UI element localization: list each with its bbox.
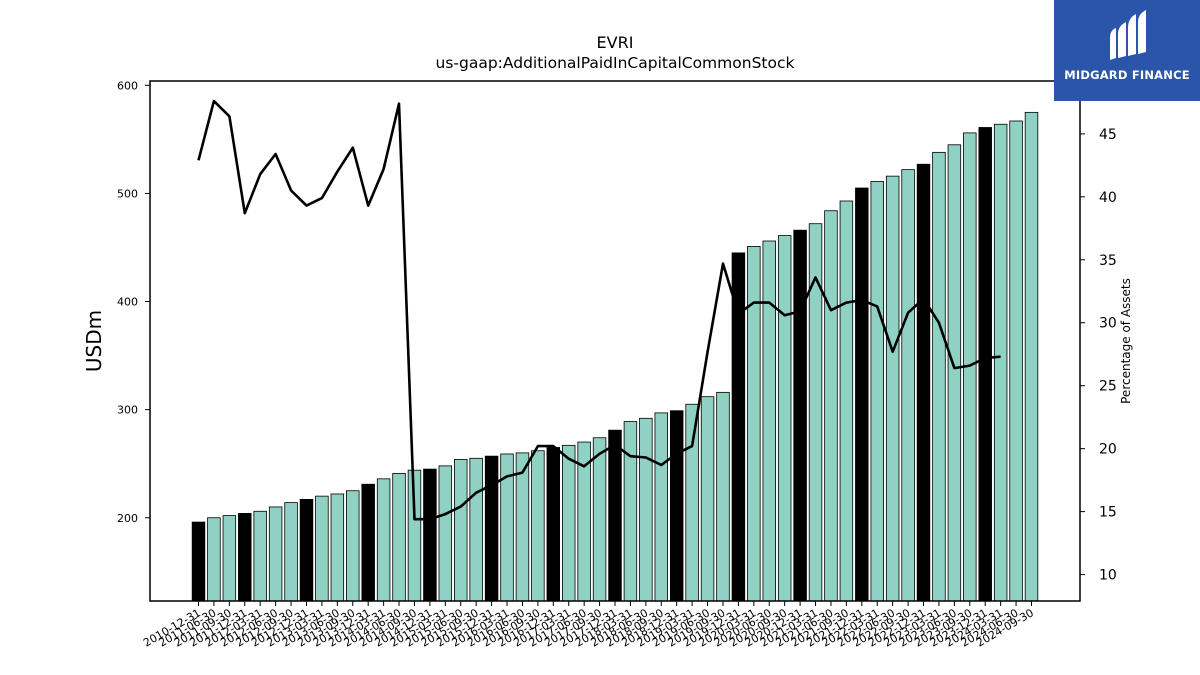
bar [438, 465, 453, 602]
bar [654, 412, 669, 602]
bar [747, 246, 761, 602]
y2-tick-label: 30 [1099, 316, 1117, 332]
bar [700, 396, 715, 602]
bar [268, 506, 283, 602]
bar [855, 187, 869, 602]
y-tick-label: 500 [117, 187, 138, 200]
bar [284, 502, 298, 602]
bar [346, 490, 360, 602]
bar [515, 452, 530, 602]
bar [685, 403, 699, 602]
chart-subtitle: us-gaap:AdditionalPaidInCapitalCommonSto… [436, 54, 795, 72]
bar [361, 483, 375, 602]
bar [824, 210, 838, 602]
y2-tick-label: 40 [1099, 190, 1117, 206]
y-tick-label: 300 [117, 404, 138, 417]
bar [793, 229, 807, 602]
bar [901, 169, 915, 602]
percentage-line [197, 99, 1001, 521]
y2-tick-label: 10 [1099, 568, 1117, 584]
bar [561, 444, 576, 602]
bar [870, 181, 884, 602]
bar [885, 175, 900, 602]
y-axis-label: USDm [82, 310, 106, 372]
bar [484, 455, 499, 602]
bar [299, 498, 314, 602]
y2-tick-label: 35 [1099, 253, 1117, 269]
bar [315, 495, 329, 602]
bar [253, 510, 267, 602]
bar [1024, 111, 1039, 602]
bar [330, 493, 345, 602]
bar [376, 478, 391, 602]
bars-group [191, 111, 1039, 602]
y2-tick-label: 25 [1099, 379, 1117, 395]
midgard-logo-icon [1110, 10, 1146, 60]
bar [669, 410, 684, 602]
bar [546, 447, 561, 602]
midgard-logo-text: MIDGARD FINANCE [1064, 68, 1190, 82]
bar [1009, 120, 1023, 602]
x-axis: 2010-12-312011-06-302011-09-302011-12-31… [141, 601, 1036, 650]
midgard-logo: MIDGARD FINANCE [1054, 0, 1200, 101]
bar [608, 429, 622, 602]
bar [639, 417, 653, 602]
bar [454, 458, 468, 602]
bar [531, 450, 545, 602]
right-axis: 10 15 20 25 30 35 40 45 [1080, 127, 1117, 584]
bar [916, 163, 931, 602]
y-tick-label: 600 [117, 79, 138, 92]
bar [392, 473, 406, 602]
bar [423, 468, 437, 602]
bar [839, 200, 854, 602]
y2-tick-label: 15 [1099, 505, 1117, 521]
y-tick-label: 400 [117, 296, 138, 309]
left-axis: 200 300 400 500 600 [117, 79, 150, 525]
y2-tick-label: 20 [1099, 442, 1117, 458]
bar [777, 235, 792, 602]
bar [762, 240, 776, 602]
bar [191, 521, 206, 602]
bar [592, 437, 607, 602]
y2-tick-label: 45 [1099, 127, 1117, 143]
y-tick-label: 200 [117, 512, 138, 525]
bar [731, 252, 746, 602]
bar [932, 151, 946, 602]
bar [469, 457, 483, 602]
bar [947, 144, 962, 602]
bar [993, 123, 1008, 602]
y2-axis-label: Percentage of Assets [1119, 278, 1133, 404]
bar [222, 515, 237, 602]
line-group [197, 99, 1001, 521]
bar [238, 513, 252, 602]
bar [207, 517, 221, 602]
bar [716, 391, 730, 602]
chart-title: EVRI [597, 33, 634, 52]
bar [978, 127, 992, 602]
bar [623, 421, 638, 602]
